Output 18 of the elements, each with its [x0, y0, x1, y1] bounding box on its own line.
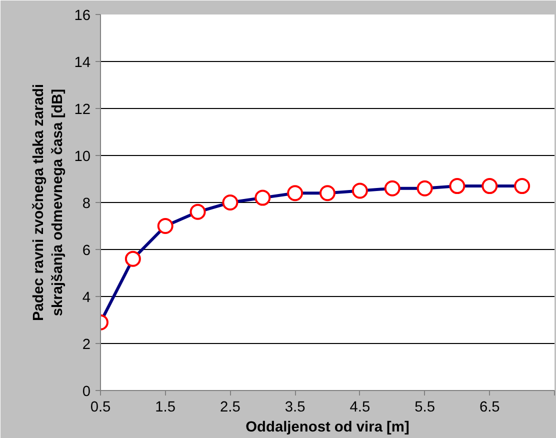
x-tick-label: 6.5	[479, 400, 500, 416]
y-tick-label: 0	[82, 384, 91, 400]
x-tick-label: 1.5	[155, 400, 176, 416]
x-tick-label: 5.5	[414, 400, 435, 416]
y-tick-label: 16	[74, 8, 91, 24]
x-tick-label: 4.5	[350, 400, 370, 416]
y-tick-label: 2	[82, 337, 91, 353]
x-tick-label: 3.5	[284, 400, 306, 416]
y-tick-label: 14	[74, 55, 91, 71]
y-tick-label: 12	[74, 102, 91, 118]
y-tick-label: 6	[82, 243, 91, 259]
x-tick-label: 0.5	[90, 400, 111, 416]
y-axis-title: Padec ravni zvočnega tlaka zaradi skrajšanja odmevnega časa [dB]	[31, 84, 66, 322]
y-tick-label: 8	[82, 196, 91, 212]
y-tick-label: 4	[82, 290, 91, 306]
x-tick-label: 2.5	[220, 400, 240, 416]
x-axis-title: Oddaljenost od vira [m]	[246, 420, 410, 436]
y-tick-label: 10	[74, 149, 91, 165]
